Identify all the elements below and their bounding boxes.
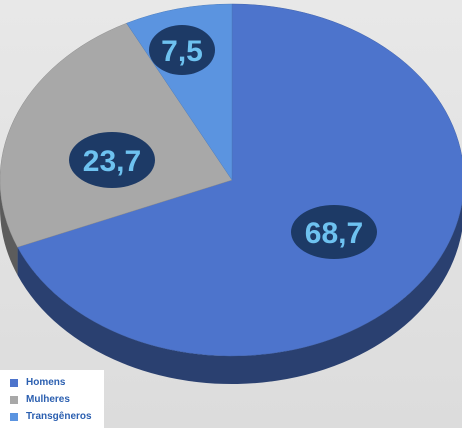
data-label-bubble (69, 132, 155, 188)
legend-item-homens: Homens (10, 374, 104, 391)
legend: Homens Mulheres Transgêneros (0, 370, 104, 428)
data-label-text: 68,7 (305, 217, 363, 250)
legend-label-mulheres: Mulheres (26, 394, 70, 405)
legend-label-transgeneros: Transgêneros (26, 411, 92, 422)
data-label-text: 23,7 (83, 145, 141, 178)
legend-label-homens: Homens (26, 377, 66, 388)
pie-side-mulheres (0, 180, 18, 276)
data-label-homens: 68,7 (291, 205, 377, 259)
data-label-transgeneros: 7,5 (149, 25, 215, 75)
data-label-mulheres: 23,7 (69, 132, 155, 188)
pie-side-walls (0, 180, 462, 384)
data-label-bubble (291, 205, 377, 259)
pie-slice-homens (17, 3, 462, 357)
legend-item-mulheres: Mulheres (10, 391, 104, 408)
legend-swatch-transgeneros (10, 412, 18, 421)
legend-swatch-homens (10, 378, 18, 387)
legend-item-transgeneros: Transgêneros (10, 408, 104, 425)
legend-swatch-mulheres (10, 395, 18, 404)
pie-side-homens (17, 202, 462, 384)
data-label-text: 7,5 (161, 35, 203, 68)
data-label-bubble (149, 25, 215, 75)
